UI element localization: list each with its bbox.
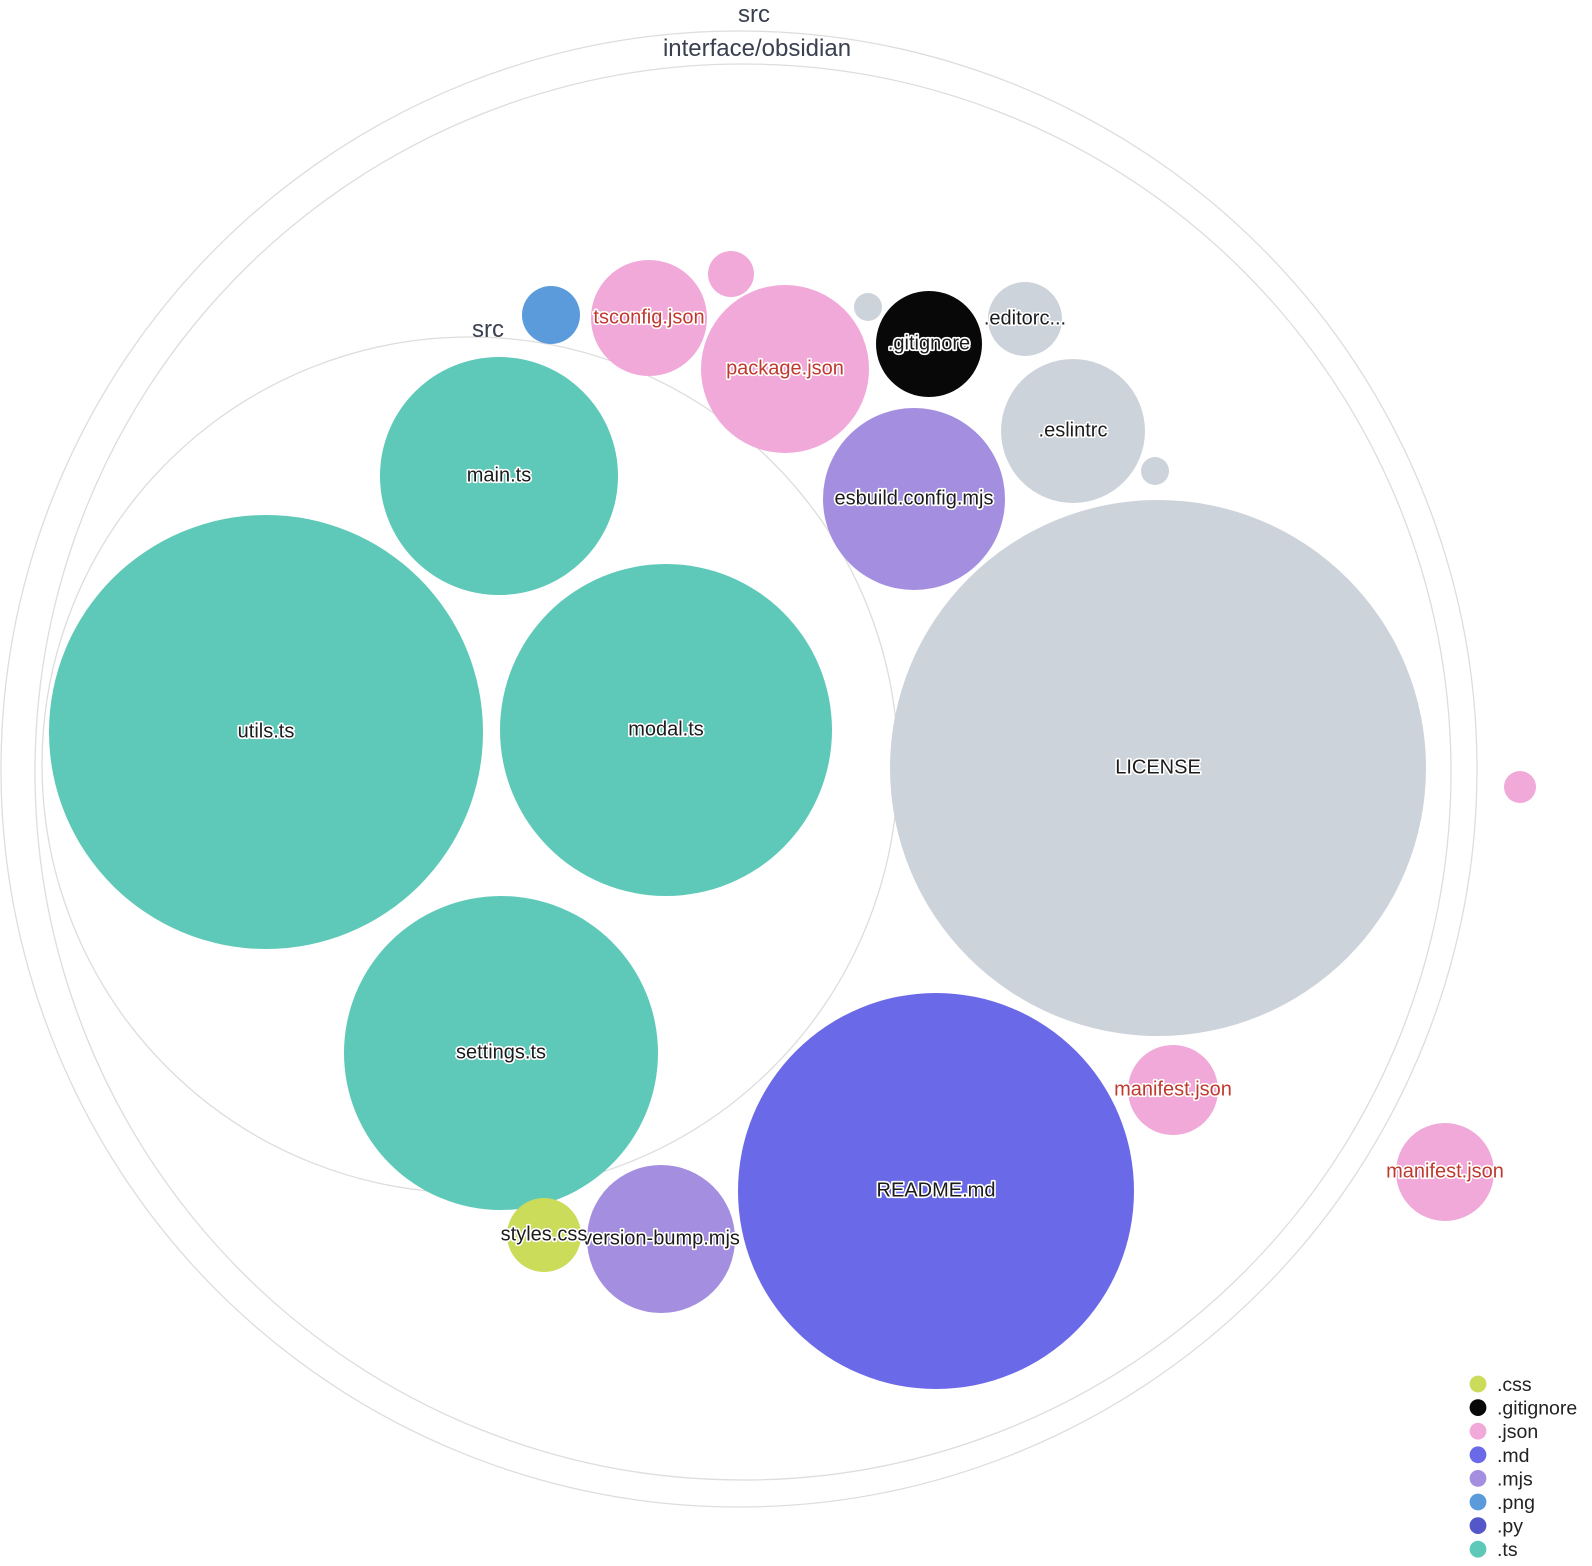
svg-text:.mjs: .mjs: [1497, 1468, 1533, 1490]
svg-text:styles.css: styles.css: [501, 1223, 588, 1245]
svg-text:src: src: [472, 316, 504, 343]
svg-text:.css: .css: [1497, 1374, 1532, 1396]
svg-text:.md: .md: [1497, 1445, 1530, 1467]
svg-text:LICENSE: LICENSE: [1115, 756, 1201, 778]
svg-text:README.md: README.md: [877, 1179, 996, 1201]
svg-text:version-bump.mjs: version-bump.mjs: [582, 1227, 740, 1249]
svg-text:.gitignore: .gitignore: [1497, 1398, 1577, 1420]
svg-text:modal.ts: modal.ts: [628, 718, 704, 740]
svg-text:.ts: .ts: [1497, 1539, 1518, 1561]
svg-text:main.ts: main.ts: [467, 464, 531, 486]
svg-text:.png: .png: [1497, 1492, 1535, 1514]
svg-text:src: src: [738, 1, 770, 28]
svg-text:manifest.json: manifest.json: [1386, 1160, 1504, 1182]
svg-text:interface/obsidian: interface/obsidian: [663, 35, 851, 62]
svg-text:.editorc...: .editorc...: [984, 307, 1066, 329]
svg-text:settings.ts: settings.ts: [456, 1041, 546, 1063]
svg-text:utils.ts: utils.ts: [238, 720, 295, 742]
svg-text:tsconfig.json: tsconfig.json: [593, 306, 704, 328]
svg-text:package.json: package.json: [726, 357, 844, 379]
svg-text:esbuild.config.mjs: esbuild.config.mjs: [835, 487, 994, 509]
svg-text:.eslintrc: .eslintrc: [1039, 419, 1108, 441]
svg-text:.json: .json: [1497, 1421, 1538, 1443]
svg-text:manifest.json: manifest.json: [1114, 1078, 1232, 1100]
svg-text:.py: .py: [1497, 1516, 1523, 1538]
svg-text:.gitignore: .gitignore: [888, 332, 970, 354]
